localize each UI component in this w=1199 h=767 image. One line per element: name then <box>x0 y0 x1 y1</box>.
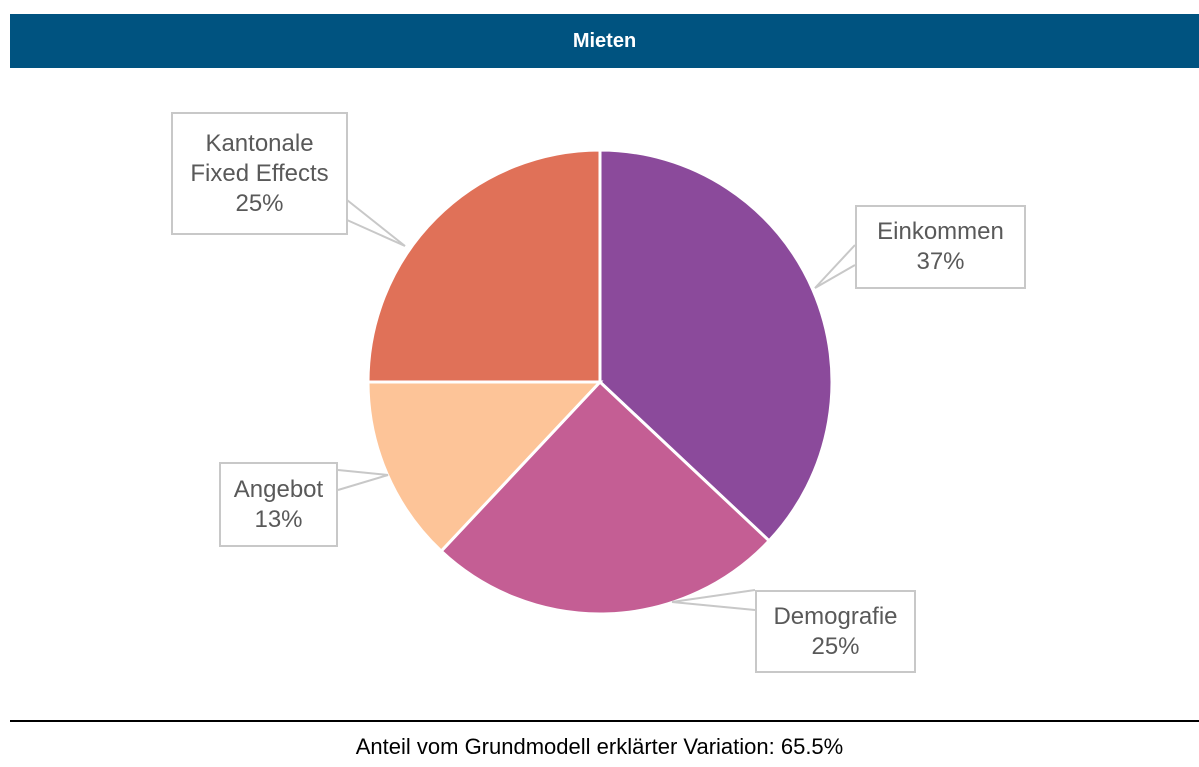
leader-line <box>337 469 389 491</box>
chart-title: Mieten <box>10 14 1199 68</box>
footer-note: Anteil vom Grundmodell erklärter Variati… <box>355 734 844 759</box>
value-label: 25% <box>235 189 284 217</box>
divider <box>10 720 1199 722</box>
pie-slice <box>366 148 602 384</box>
leader-line <box>671 589 756 611</box>
leader-line <box>814 244 856 289</box>
slice-label: Demografie 25% <box>755 590 916 673</box>
value-label: 37% <box>916 248 965 275</box>
value-label: 13% <box>254 505 303 533</box>
category-label: Einkommen <box>877 218 1004 245</box>
slice-label: Kantonale Fixed Effects 25% <box>171 112 348 235</box>
slice-label: Einkommen 37% <box>855 205 1026 289</box>
slice-label: Angebot 13% <box>219 462 338 547</box>
category-label: Kantonale Fixed Effects <box>190 129 329 187</box>
category-label: Angebot <box>233 475 324 503</box>
pie-slice <box>439 379 772 616</box>
value-label: 25% <box>811 632 860 660</box>
pie-slice <box>598 148 834 543</box>
leader-line <box>346 199 406 247</box>
category-label: Demografie <box>773 602 898 630</box>
